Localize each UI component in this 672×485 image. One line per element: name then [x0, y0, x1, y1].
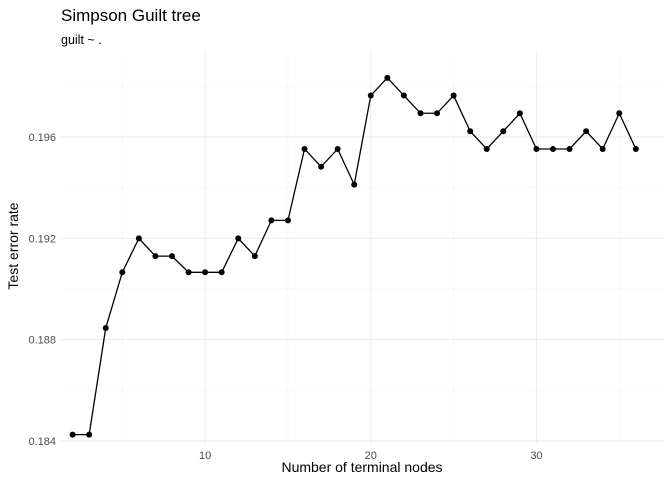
major-gridlines: [61, 53, 664, 444]
data-point: [566, 145, 573, 152]
y-tick-label: 0.196: [28, 132, 56, 144]
data-point: [268, 217, 275, 224]
data-point: [533, 145, 540, 152]
data-point: [152, 253, 159, 260]
data-point: [616, 110, 623, 117]
data-point: [400, 92, 407, 99]
y-tick-label: 0.188: [28, 335, 56, 347]
data-point: [632, 145, 639, 152]
data-point: [185, 269, 192, 276]
data-point: [284, 217, 291, 224]
data-point: [450, 92, 457, 99]
data-point: [202, 269, 209, 276]
data-point: [434, 110, 441, 117]
data-point: [119, 269, 126, 276]
y-axis-tick-labels: 0.184 0.188 0.192 0.196: [28, 132, 56, 448]
chart-title: Simpson Guilt tree: [61, 6, 201, 25]
data-point: [483, 145, 490, 152]
data-point: [86, 431, 93, 438]
y-tick-label: 0.192: [28, 233, 56, 245]
data-point: [550, 145, 557, 152]
data-point: [318, 163, 325, 170]
data-point: [516, 110, 523, 117]
x-axis-title: Number of terminal nodes: [281, 459, 442, 475]
series-error-rate: [69, 74, 639, 438]
x-axis-tick-labels: 10 20 30: [199, 450, 543, 462]
data-point: [467, 128, 474, 135]
data-point: [599, 145, 606, 152]
data-point: [251, 253, 258, 260]
y-tick-label: 0.184: [28, 436, 56, 448]
data-point: [102, 325, 109, 332]
data-point: [351, 181, 358, 188]
data-point: [301, 145, 308, 152]
y-axis-title: Test error rate: [5, 202, 21, 289]
minor-gridlines: [61, 53, 664, 444]
x-tick-label: 20: [365, 450, 377, 462]
chart-subtitle: guilt ~ .: [61, 33, 102, 47]
data-point: [135, 235, 142, 242]
data-point: [500, 128, 507, 135]
data-point: [583, 128, 590, 135]
data-point: [218, 269, 225, 276]
data-point: [417, 110, 424, 117]
data-point: [168, 253, 175, 260]
data-point: [235, 235, 242, 242]
x-tick-label: 30: [530, 450, 542, 462]
data-point: [69, 431, 76, 438]
data-point: [367, 92, 374, 99]
data-point: [334, 145, 341, 152]
x-tick-label: 10: [199, 450, 211, 462]
data-point: [384, 74, 391, 81]
